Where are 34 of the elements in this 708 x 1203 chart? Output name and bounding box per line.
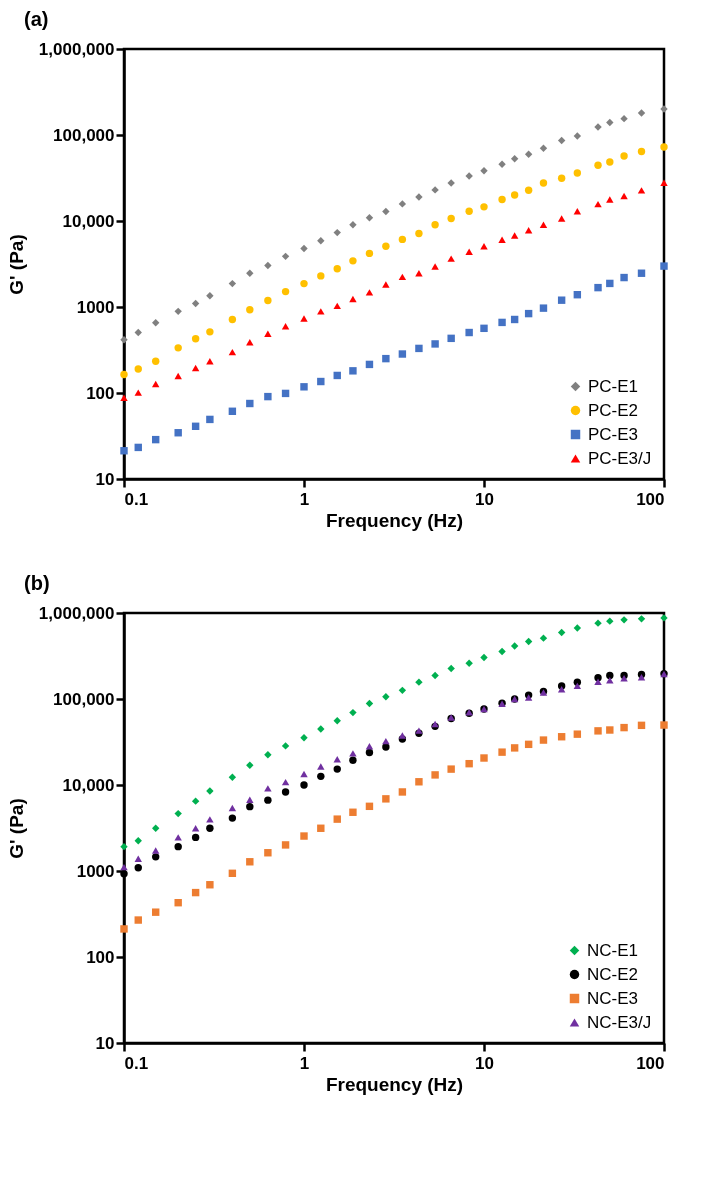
legend-label: NC-E3/J — [587, 1012, 652, 1032]
legend-label: PC-E2 — [588, 400, 639, 420]
y-tick-label: 1000 — [76, 861, 115, 881]
x-tick-label: 100 — [636, 1053, 665, 1073]
y-tick-label: 100,000 — [53, 125, 115, 145]
x-tick-label: 0.1 — [124, 1053, 149, 1073]
legend-label: PC-E1 — [588, 376, 639, 396]
y-tick-label: 10,000 — [62, 775, 115, 795]
y-tick-label: 10 — [95, 1033, 115, 1053]
x-tick-label: 1 — [299, 489, 310, 509]
x-tick-label: 1 — [299, 1053, 310, 1073]
y-tick-label: 1,000,000 — [38, 39, 115, 59]
y-tick-label: 100,000 — [53, 689, 115, 709]
legend-label: NC-E2 — [587, 964, 639, 984]
y-tick-label: 100 — [86, 947, 115, 967]
chart-title: (a) — [24, 8, 49, 30]
x-axis-title: Frequency (Hz) — [325, 509, 464, 531]
y-tick-label: 10,000 — [62, 211, 115, 231]
y-axis-title: G' (Pa) — [5, 798, 27, 859]
y-tick-label: 100 — [86, 383, 115, 403]
legend-label: NC-E1 — [587, 940, 639, 960]
x-tick-label: 10 — [475, 489, 494, 509]
x-tick-label: 100 — [636, 489, 665, 509]
y-tick-label: 10 — [95, 469, 115, 489]
legend-label: PC-E3/J — [588, 448, 652, 468]
y-tick-label: 1000 — [76, 297, 115, 317]
legend-label: PC-E3 — [588, 424, 639, 444]
chart-title: (b) — [24, 572, 50, 594]
x-axis-title: Frequency (Hz) — [325, 1073, 464, 1095]
y-axis-title: G' (Pa) — [5, 234, 27, 295]
legend-label: NC-E3 — [587, 988, 639, 1008]
x-tick-label: 10 — [475, 1053, 494, 1073]
y-tick-label: 1,000,000 — [38, 603, 115, 623]
x-tick-label: 0.1 — [124, 489, 149, 509]
